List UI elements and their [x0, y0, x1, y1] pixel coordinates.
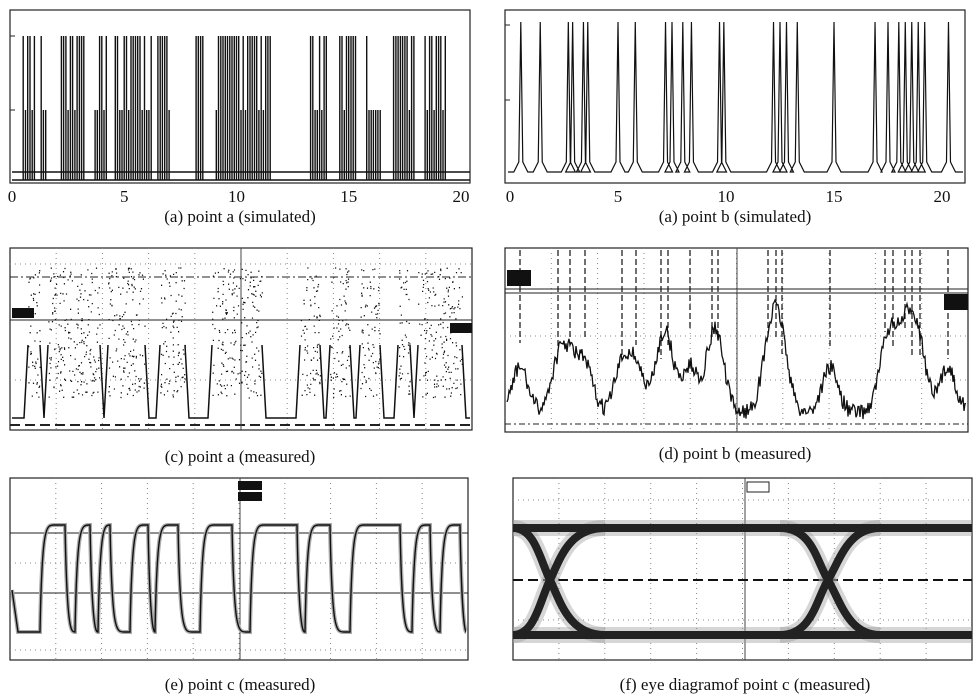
x-tick-label: 10	[228, 187, 245, 206]
x-tick-label: 5	[120, 187, 129, 206]
marker-label	[747, 482, 769, 492]
x-tick-label: 5	[614, 187, 623, 206]
x-tick-label: 20	[934, 187, 951, 206]
caption: (a) point a (simulated)	[164, 207, 316, 226]
marker-label	[238, 481, 262, 490]
page: {"figure": {"panels": [ {"caption": "(a)…	[0, 0, 974, 695]
trace	[508, 22, 963, 172]
marker-label	[12, 308, 34, 318]
x-tick-label: 15	[826, 187, 843, 206]
x-tick-label: 10	[718, 187, 735, 206]
caption: (f) eye diagramof point c (measured)	[620, 675, 871, 694]
x-tick-label: 0	[506, 187, 515, 206]
marker-label	[944, 294, 968, 310]
caption: (d) point b (measured)	[659, 444, 811, 463]
caption: (a) point b (simulated)	[659, 207, 812, 226]
caption: (e) point c (measured)	[165, 675, 316, 694]
x-tick-label: 15	[340, 187, 357, 206]
figure: (a) point a (simulated) (a) point b (sim…	[0, 0, 974, 695]
eye-trace	[780, 528, 880, 635]
caption: (c) point a (measured)	[165, 447, 316, 466]
x-tick-label: 0	[8, 187, 17, 206]
trace	[12, 36, 470, 180]
trace-dots	[28, 268, 463, 398]
marker-label	[450, 323, 472, 333]
marker-label	[238, 492, 262, 501]
marker-label	[507, 270, 531, 286]
x-tick-label: 20	[453, 187, 470, 206]
